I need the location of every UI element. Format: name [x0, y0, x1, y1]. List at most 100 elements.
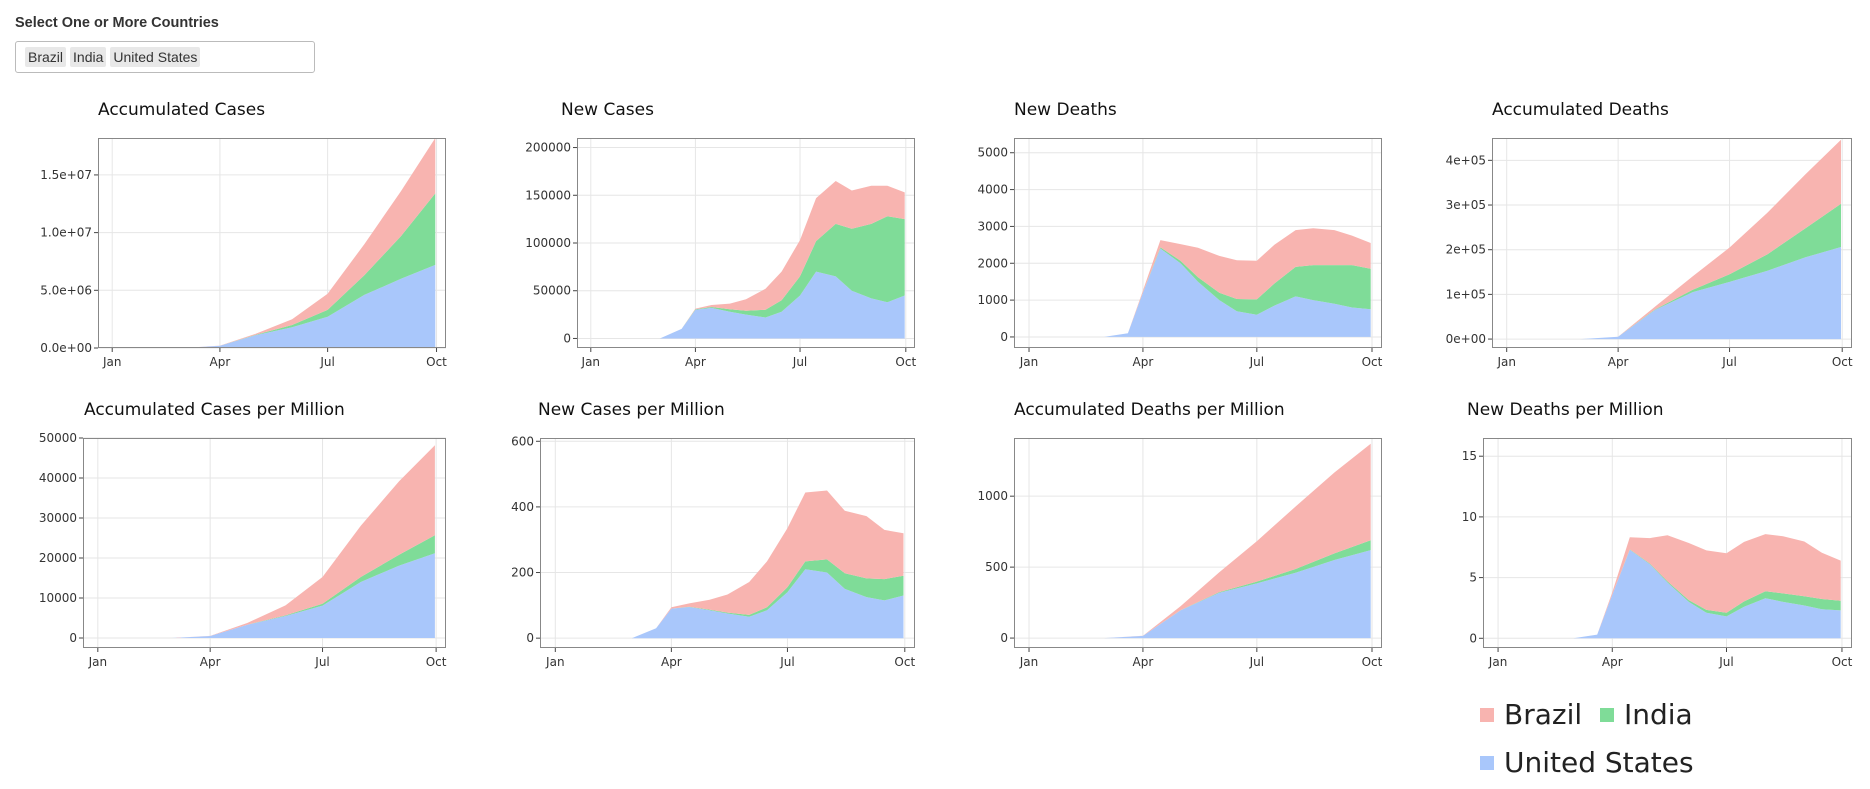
x-tick-label: Oct — [1832, 655, 1853, 669]
area-india — [1104, 540, 1371, 639]
legend-swatch-india — [1600, 707, 1614, 722]
y-tick-label: 20000 — [39, 551, 77, 565]
legend-item-brazil[interactable]: Brazil — [1480, 698, 1582, 731]
plot-frame — [1014, 438, 1382, 648]
plot-frame — [1014, 138, 1382, 348]
selected-chip-united-states[interactable]: United States — [110, 47, 201, 67]
y-tick-label: 2000 — [977, 256, 1008, 270]
chart-panel-accumulated-deaths-per-million: Accumulated Deaths per Million 0 500 1000 Ja… — [977, 400, 1383, 669]
x-tick-label: Oct — [426, 355, 447, 369]
area-india — [183, 193, 436, 348]
y-tick-label: 4e+05 — [1446, 153, 1486, 167]
y-tick-label: 1e+05 — [1446, 287, 1486, 301]
chart-plot[interactable]: 0 200 400 600 Jan Apr Jul Oct — [511, 434, 915, 669]
y-tick-label: 0 — [526, 631, 534, 645]
y-tick-label: 10 — [1462, 510, 1477, 524]
y-tick-label: 0 — [563, 331, 571, 345]
country-selector-label: Select One or More Countries — [15, 15, 219, 31]
legend-label-brazil: Brazil — [1504, 698, 1583, 731]
y-tick-label: 3000 — [977, 219, 1008, 233]
x-tick-label: Jan — [102, 355, 122, 369]
x-tick-label: Jul — [792, 355, 807, 369]
chart-plot[interactable]: 0 50000 100000 150000 200000 Jan Apr Jul Oct — [525, 138, 916, 369]
plot-frame — [577, 138, 915, 348]
area-brazil — [1573, 534, 1841, 639]
selected-chip-india[interactable]: India — [70, 47, 107, 67]
y-tick-label: 0.0e+00 — [40, 341, 92, 355]
chart-title: New Deaths — [1014, 100, 1117, 120]
chart-plot[interactable]: 0.0e+00 5.0e+06 1.0e+07 1.5e+07 Jan Apr Jul Oct — [40, 138, 447, 369]
x-tick-label: Apr — [1602, 655, 1623, 669]
y-tick-label: 40000 — [39, 471, 77, 485]
y-tick-label: 15 — [1462, 449, 1477, 463]
chart-plot[interactable]: 0 10000 20000 30000 40000 50000 Jan Apr Jul Oct — [39, 431, 447, 669]
x-tick-label: Apr — [200, 655, 221, 669]
chart-title: New Cases — [561, 100, 654, 120]
legend-item-united-states[interactable]: United States — [1480, 746, 1694, 779]
x-tick-label: Jan — [1496, 355, 1516, 369]
chart-title: Accumulated Deaths per Million — [1014, 400, 1285, 420]
y-tick-label: 5.0e+06 — [40, 283, 92, 297]
chart-panel-new-deaths: New Deaths 0 1000 2000 3000 4000 5000 Jan Apr Jul… — [977, 100, 1383, 369]
y-tick-label: 0 — [1000, 631, 1008, 645]
plot-frame — [540, 438, 915, 648]
y-tick-label: 1.5e+07 — [40, 168, 92, 182]
chart-panel-accumulated-cases: Accumulated Cases 0.0e+00 5.0e+06 1.0e+07 1.… — [40, 100, 447, 369]
x-tick-label: Jan — [1019, 355, 1039, 369]
area-united-states — [631, 569, 904, 639]
y-tick-label: 10000 — [39, 591, 77, 605]
x-tick-label: Jul — [314, 655, 329, 669]
area-united-states — [171, 553, 435, 638]
x-tick-label: Jul — [1249, 655, 1264, 669]
chart-panel-new-cases: New Cases 0 50000 100000 150000 200000 Jan Apr J… — [525, 100, 916, 369]
area-brazil — [631, 490, 904, 639]
y-tick-label: 500 — [985, 560, 1008, 574]
y-tick-label: 1000 — [977, 489, 1008, 503]
x-tick-label: Apr — [1133, 655, 1154, 669]
area-india — [659, 216, 905, 339]
legend-item-india[interactable]: India — [1600, 698, 1693, 731]
area-brazil — [1580, 139, 1841, 340]
y-tick-label: 4000 — [977, 183, 1008, 197]
x-tick-label: Jul — [1721, 355, 1736, 369]
area-united-states — [1104, 248, 1371, 337]
plot-frame — [98, 138, 446, 348]
y-tick-label: 1.0e+07 — [40, 226, 92, 240]
chart-plot[interactable]: 0 500 1000 Jan Apr Jul Oct — [977, 438, 1383, 669]
chart-title: Accumulated Cases per Million — [84, 400, 345, 420]
x-tick-label: Jan — [545, 655, 565, 669]
legend-swatch-brazil — [1480, 707, 1494, 722]
plot-frame — [83, 438, 446, 648]
area-brazil — [171, 445, 435, 638]
x-tick-label: Jan — [1019, 655, 1039, 669]
x-tick-label: Jul — [1249, 355, 1264, 369]
x-tick-label: Jan — [581, 355, 601, 369]
x-tick-label: Jul — [319, 355, 334, 369]
x-tick-label: Jul — [1718, 655, 1733, 669]
x-tick-label: Oct — [894, 655, 915, 669]
x-tick-label: Apr — [210, 355, 231, 369]
y-tick-label: 600 — [511, 434, 534, 448]
plot-frame — [1483, 438, 1852, 648]
chart-plot[interactable]: 0e+00 1e+05 2e+05 3e+05 4e+05 Jan Apr Jul Oct — [1446, 138, 1853, 369]
area-united-states — [1573, 549, 1841, 639]
y-tick-label: 1000 — [977, 293, 1008, 307]
area-india — [1104, 247, 1371, 337]
x-tick-label: Apr — [1608, 355, 1629, 369]
y-tick-label: 5 — [1469, 571, 1477, 585]
chart-plot[interactable]: 0 1000 2000 3000 4000 5000 Jan Apr Jul Oct — [977, 138, 1383, 369]
chart-title: New Cases per Million — [538, 400, 725, 420]
chart-panel-new-deaths-per-million: New Deaths per Million 0 5 10 15 Jan Apr Jul Oct — [1462, 400, 1853, 669]
chart-plot[interactable]: 0 5 10 15 Jan Apr Jul Oct — [1462, 438, 1853, 669]
chart-panel-accumulated-cases-per-million: Accumulated Cases per Million 0 10000 20000… — [39, 400, 447, 669]
x-tick-label: Apr — [1133, 355, 1154, 369]
selected-chip-brazil[interactable]: Brazil — [25, 47, 67, 67]
area-united-states — [659, 271, 905, 339]
legend: Brazil India United States — [1480, 698, 1810, 784]
x-tick-label: Jul — [779, 655, 794, 669]
y-tick-label: 400 — [511, 500, 534, 514]
y-tick-label: 0 — [1000, 330, 1008, 344]
y-tick-label: 0 — [1469, 631, 1477, 645]
country-multiselect[interactable]: Brazil India United States — [15, 41, 315, 73]
area-brazil — [1104, 443, 1371, 639]
